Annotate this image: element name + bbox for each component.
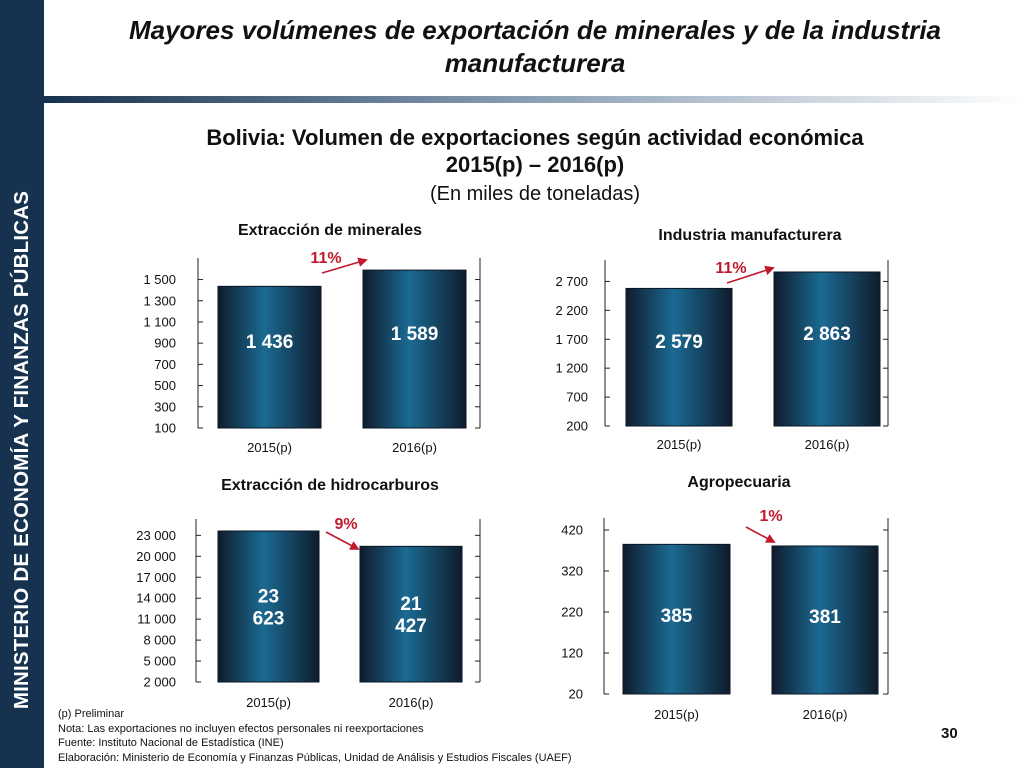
y-tick-label: 11 000 xyxy=(137,612,176,627)
y-tick-label: 220 xyxy=(561,605,583,620)
y-tick-label: 20 xyxy=(569,687,583,702)
y-tick-label: 120 xyxy=(561,646,583,661)
y-tick-label: 2 700 xyxy=(555,274,588,289)
y-tick-label: 5 000 xyxy=(143,654,176,669)
change-label: 11% xyxy=(310,250,341,267)
chart-title: Extracción de hidrocarburos xyxy=(221,477,439,494)
change-label: 9% xyxy=(334,516,357,533)
bar-value-label: 1 589 xyxy=(391,324,439,345)
bar xyxy=(359,545,463,683)
y-tick-label: 100 xyxy=(154,421,176,436)
y-tick-label: 1 500 xyxy=(143,272,176,287)
x-category-label: 2016(p) xyxy=(805,437,850,452)
y-tick-label: 1 700 xyxy=(555,332,588,347)
figure-title: Bolivia: Volumen de exportaciones según … xyxy=(60,124,1010,178)
x-category-label: 2016(p) xyxy=(803,707,848,722)
change-arrow-up xyxy=(726,265,775,284)
x-category-label: 2016(p) xyxy=(392,440,437,455)
change-arrow-up xyxy=(321,257,368,274)
chart-title: Industria manufacturera xyxy=(658,227,841,244)
page-number: 30 xyxy=(941,725,958,742)
bar xyxy=(622,543,731,695)
footnote-elaboracion: Elaboración: Ministerio de Economía y Fi… xyxy=(58,751,572,764)
bar xyxy=(771,545,879,695)
change-arrow-down xyxy=(745,526,776,543)
change-arrow-down xyxy=(325,531,360,550)
bar-value-label: 427 xyxy=(395,616,427,637)
bar-value-label: 1 436 xyxy=(246,332,294,353)
y-tick-label: 200 xyxy=(566,419,588,434)
x-category-label: 2015(p) xyxy=(246,695,291,710)
y-tick-label: 1 200 xyxy=(555,361,588,376)
bar-value-label: 2 863 xyxy=(803,324,851,345)
y-tick-label: 420 xyxy=(561,523,583,538)
bar-value-label: 21 xyxy=(400,594,422,615)
bar-value-label: 385 xyxy=(661,606,693,627)
y-tick-label: 1 300 xyxy=(143,293,176,308)
y-tick-label: 700 xyxy=(566,390,588,405)
x-category-label: 2015(p) xyxy=(657,437,702,452)
bar xyxy=(773,271,881,427)
y-tick-label: 20 000 xyxy=(136,549,176,564)
y-tick-label: 500 xyxy=(154,378,176,393)
chart-title: Extracción de minerales xyxy=(238,222,422,239)
y-tick-label: 900 xyxy=(154,336,176,351)
x-category-label: 2015(p) xyxy=(654,707,699,722)
page-title-line2: manufacturera xyxy=(444,48,626,78)
bar xyxy=(362,269,467,429)
y-tick-label: 2 200 xyxy=(555,303,588,318)
bar xyxy=(625,287,733,427)
page-title-line1: Mayores volúmenes de exportación de mine… xyxy=(128,15,942,45)
bar xyxy=(217,530,320,683)
y-tick-label: 1 100 xyxy=(143,314,176,329)
bar-value-label: 381 xyxy=(809,607,841,628)
bar xyxy=(217,285,322,429)
bar-value-label: 2 579 xyxy=(655,332,703,353)
chart-title: Agropecuaria xyxy=(687,474,790,491)
figure-title-line1: Bolivia: Volumen de exportaciones según … xyxy=(206,125,864,150)
y-tick-label: 8 000 xyxy=(143,633,176,648)
footnotes: (p) Preliminar Nota: Las exportaciones n… xyxy=(58,707,572,765)
page-title: Mayores volúmenes de exportación de mine… xyxy=(60,14,1010,80)
y-tick-label: 23 000 xyxy=(136,528,176,543)
y-tick-label: 700 xyxy=(154,357,176,372)
y-tick-label: 14 000 xyxy=(136,591,176,606)
y-tick-label: 300 xyxy=(154,399,176,414)
footnote-preliminar: (p) Preliminar xyxy=(58,708,125,720)
sidebar: MINISTERIO DE ECONOMÍA Y FINANZAS PÚBLIC… xyxy=(0,0,44,768)
y-tick-label: 17 000 xyxy=(136,570,176,585)
figure-title-line2: 2015(p) – 2016(p) xyxy=(445,152,625,177)
title-divider xyxy=(44,96,1024,103)
footnote-nota: Nota: Las exportaciones no incluyen efec… xyxy=(58,722,424,735)
figure-units: (En miles de toneladas) xyxy=(429,183,641,205)
x-category-label: 2016(p) xyxy=(389,695,434,710)
bar-value-label: 623 xyxy=(253,609,285,630)
y-tick-label: 320 xyxy=(561,564,583,579)
bar-value-label: 23 xyxy=(258,587,279,608)
y-tick-label: 2 000 xyxy=(143,675,176,690)
footnote-fuente: Fuente: Instituto Nacional de Estadístic… xyxy=(58,737,284,750)
change-label: 1% xyxy=(759,508,782,525)
change-label: 11% xyxy=(715,260,746,277)
x-category-label: 2015(p) xyxy=(247,440,292,455)
